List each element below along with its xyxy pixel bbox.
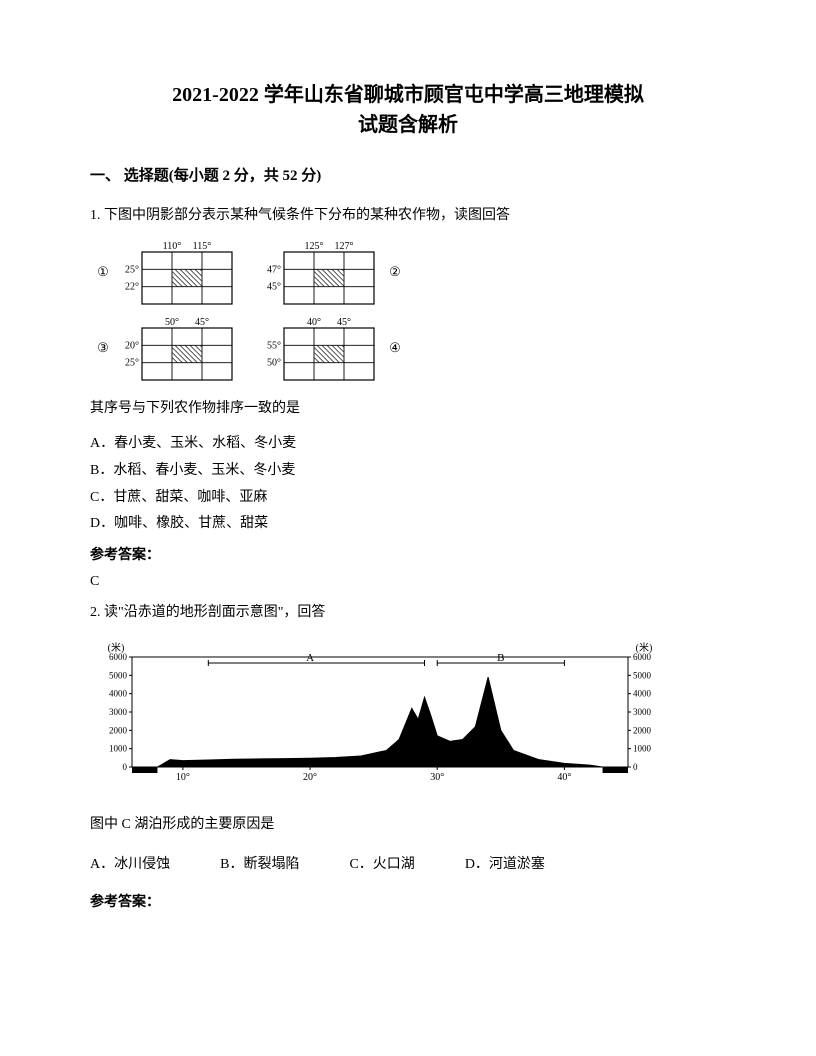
svg-text:2000: 2000 [109,725,128,735]
profile-svg: (米) (米) 60005000400030002000100006000500… [90,639,670,789]
q1-figure: ① 110° 115° 25° 22° 125° 127° [94,238,726,382]
svg-text:45°: 45° [195,317,209,328]
q1-answer-label: 参考答案： [90,544,726,564]
svg-text:20°: 20° [303,772,317,783]
q1-sub-question: 其序号与下列农作物排序一致的是 [90,396,726,421]
svg-text:0: 0 [123,762,128,772]
svg-text:C: C [446,725,453,737]
section-header: 一、 选择题(每小题 2 分，共 52 分) [90,164,726,185]
svg-text:30°: 30° [430,772,444,783]
svg-text:5000: 5000 [633,670,652,680]
q1-option-c: C．甘蔗、甜菜、咖啡、亚麻 [90,485,726,512]
svg-text:1000: 1000 [633,744,652,754]
grid-num-4: ④ [386,340,404,356]
svg-text:22°: 22° [125,282,139,293]
grid-box-1: 110° 115° 25° 22° [116,238,234,306]
svg-text:3000: 3000 [633,707,652,717]
svg-text:40°: 40° [557,772,571,783]
grid-box-4: 40° 45° 55° 50° [258,314,376,382]
svg-text:6000: 6000 [633,652,652,662]
q2-option-c: C．火口湖 [349,853,414,873]
svg-text:3000: 3000 [109,707,128,717]
grid-num-1: ① [94,264,112,280]
svg-text:10°: 10° [176,772,190,783]
grid-num-2: ② [386,264,404,280]
q2-option-a: A．冰川侵蚀 [90,853,170,873]
q1-answer-value: C [90,574,726,590]
grid-svg: 50° 45° 20° 25° [116,314,234,382]
grid-box-3: 50° 45° 20° 25° [116,314,234,382]
svg-text:40°: 40° [307,317,321,328]
q2-answer-label: 参考答案： [90,891,726,911]
svg-text:45°: 45° [337,317,351,328]
svg-text:110°: 110° [163,241,182,252]
q1-option-b: B．水稻、春小麦、玉米、冬小麦 [90,458,726,485]
title-line-2: 试题含解析 [90,110,726,140]
grid-svg: 110° 115° 25° 22° [116,238,234,306]
svg-text:127°: 127° [335,241,354,252]
svg-text:B: B [497,652,504,664]
title-line-1: 2021-2022 学年山东省聊城市顾官屯中学高三地理模拟 [90,80,726,110]
grid-svg: 125° 127° 47° 45° [258,238,376,306]
grid-svg: 40° 45° 55° 50° [258,314,376,382]
q2-option-b: B．断裂塌陷 [220,853,299,873]
svg-text:25°: 25° [125,265,139,276]
q2-sub-question: 图中 C 湖泊形成的主要原因是 [90,812,726,837]
svg-text:115°: 115° [193,241,212,252]
q1-option-a: A．春小麦、玉米、水稻、冬小麦 [90,431,726,458]
svg-text:25°: 25° [125,358,139,369]
svg-text:4000: 4000 [109,689,128,699]
svg-text:125°: 125° [305,241,324,252]
q1-stem: 1. 下图中阴影部分表示某种气候条件下分布的某种农作物，读图回答 [90,203,726,228]
q2-options-row: A．冰川侵蚀 B．断裂塌陷 C．火口湖 D．河道淤塞 [90,853,726,873]
svg-text:50°: 50° [165,317,179,328]
svg-text:A: A [306,652,314,664]
svg-text:6000: 6000 [109,652,128,662]
grid-num-3: ③ [94,340,112,356]
grid-box-2: 125° 127° 47° 45° [258,238,376,306]
svg-text:4000: 4000 [633,689,652,699]
svg-text:5000: 5000 [109,670,128,680]
q2-stem: 2. 读"沿赤道的地形剖面示意图"，回答 [90,600,726,625]
exam-title: 2021-2022 学年山东省聊城市顾官屯中学高三地理模拟 试题含解析 [90,80,726,140]
svg-text:55°: 55° [267,341,281,352]
q1-option-d: D．咖啡、橡胶、甘蔗、甜菜 [90,511,726,538]
svg-text:50°: 50° [267,358,281,369]
svg-text:1000: 1000 [109,744,128,754]
svg-text:0: 0 [633,762,638,772]
svg-text:2000: 2000 [633,725,652,735]
svg-text:47°: 47° [267,265,281,276]
svg-text:45°: 45° [267,282,281,293]
q2-profile-chart: (米) (米) 60005000400030002000100006000500… [90,639,726,794]
q2-option-d: D．河道淤塞 [465,853,545,873]
svg-text:20°: 20° [125,341,139,352]
